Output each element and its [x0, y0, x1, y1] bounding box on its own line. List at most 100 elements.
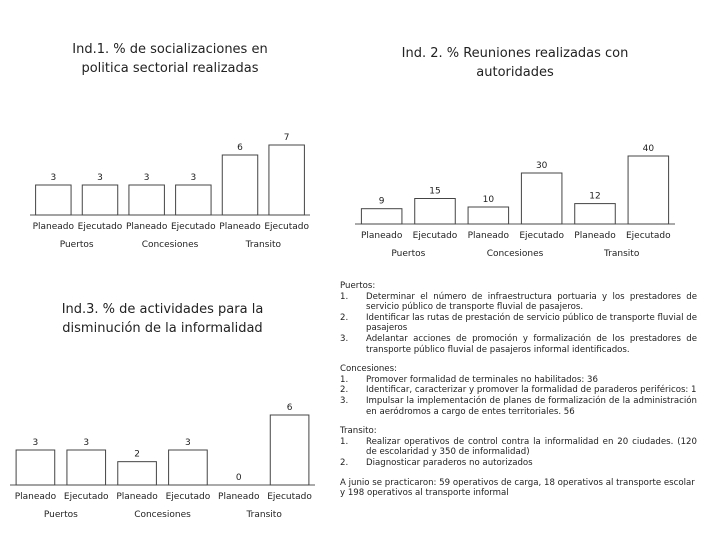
item-number: 1.	[340, 291, 349, 302]
value-label: 3	[97, 173, 103, 183]
item-text: Promover formalidad de terminales no hab…	[366, 374, 598, 385]
bar	[175, 184, 212, 216]
x-tick-label: Planeado	[126, 222, 168, 232]
x-tick-label: Ejecutado	[519, 231, 564, 241]
bar	[627, 155, 670, 225]
bar	[15, 449, 56, 486]
item-text: Diagnosticar paraderos no autorizados	[366, 457, 533, 468]
item-number: 1.	[340, 436, 349, 447]
value-label: 3	[83, 438, 89, 448]
value-label: 40	[643, 144, 655, 154]
group-label: Transito	[245, 240, 282, 250]
value-label: 30	[536, 161, 548, 171]
note-item: 1. Promover formalidad de terminales no h…	[340, 375, 697, 386]
x-tick-label: Planeado	[574, 231, 616, 241]
value-label: 15	[429, 187, 440, 197]
plot: 9 Planeado 15 Ejecutado 10 Planeado 30 Ejecutad…	[355, 144, 675, 259]
group-label: Concesiones	[142, 240, 199, 250]
item-number: 3.	[340, 395, 349, 406]
group-label: Puertos	[44, 510, 78, 520]
chart-title: Ind.3. % de actividades para la disminuc…	[61, 302, 264, 336]
value-label: 2	[134, 450, 140, 460]
x-tick-label: Planeado	[218, 492, 260, 502]
value-label: 3	[144, 173, 150, 183]
chart: Ind. 2. % Reuniones realizadas con autor…	[355, 44, 675, 264]
group-label: Concesiones	[134, 510, 191, 520]
note-section: Transito: 1. Realizar operativos de contro…	[340, 426, 697, 468]
x-tick-label: Planeado	[15, 492, 57, 502]
bar	[269, 414, 310, 486]
bar	[117, 461, 157, 486]
chart-title: Ind.1. % de socializaciones en politica …	[72, 42, 268, 76]
item-text: Determinar el número de infraestructura …	[366, 291, 697, 313]
bar	[574, 203, 616, 225]
x-tick-label: Planeado	[116, 492, 158, 502]
plot: 3 Planeado 3 Ejecutado 3 Planeado 3 Ejecutado 6 P…	[30, 133, 310, 250]
plot: 3 Planeado 3 Ejecutado 2 Planeado 3 Ejecutado 0 P…	[10, 403, 315, 520]
value-label: 6	[287, 403, 293, 413]
item-text: Identificar, caracterizar y promover la …	[366, 385, 697, 396]
value-label: 3	[185, 438, 191, 448]
note-item: 1. Determinar el número de infraestructur…	[340, 292, 697, 313]
bar	[520, 172, 563, 225]
group-label: Puertos	[60, 240, 94, 250]
note-item: 2. Identificar las rutas de prestación de…	[340, 313, 697, 334]
note-section: Concesiones: 1. Promover formalidad de ter…	[340, 364, 697, 417]
item-number: 2.	[340, 457, 349, 468]
item-number: 1.	[340, 374, 349, 385]
note-heading: Concesiones:	[340, 364, 397, 375]
note-heading: Transito:	[340, 426, 377, 437]
value-label: 3	[50, 173, 56, 183]
x-tick-label: Planeado	[468, 231, 510, 241]
item-text: Identificar las rutas de prestación de s…	[366, 312, 697, 334]
note-item: 1. Realizar operativos de control contra …	[340, 437, 697, 458]
note-item: 2. Diagnosticar paraderos no autorizados	[340, 458, 697, 469]
note-section: Puertos: 1. Determinar el número de infrae…	[340, 281, 697, 355]
note-item: 3. Adelantar acciones de promoción y form…	[340, 334, 697, 355]
note-item: 2. Identificar, caracterizar y promover l…	[340, 385, 697, 396]
chart: Ind.3. % de actividades para la disminuc…	[10, 300, 315, 525]
x-tick-label: Ejecutado	[78, 222, 123, 232]
x-tick-label: Ejecutado	[413, 231, 458, 241]
item-text: Impulsar la implementación de planes de …	[366, 395, 697, 417]
bar	[81, 184, 119, 216]
x-tick-label: Planeado	[219, 222, 261, 232]
x-tick-label: Planeado	[361, 231, 403, 241]
value-label: 12	[589, 192, 600, 202]
bar	[360, 208, 403, 225]
x-tick-label: Ejecutado	[267, 492, 312, 502]
bar	[467, 206, 510, 225]
x-tick-label: Ejecutado	[264, 222, 309, 232]
x-tick-label: Ejecutado	[64, 492, 109, 502]
item-number: 2.	[340, 385, 349, 396]
x-tick-label: Ejecutado	[626, 231, 671, 241]
note-item: 3. Impulsar la implementación de planes d…	[340, 396, 697, 417]
value-label: 3	[33, 438, 39, 448]
bar	[168, 449, 208, 486]
x-tick-label: Ejecutado	[171, 222, 216, 232]
note-heading: Puertos:	[340, 281, 376, 291]
x-tick-label: Ejecutado	[166, 492, 211, 502]
chart-title: Ind. 2. % Reuniones realizadas con autor…	[401, 46, 629, 80]
item-text: Adelantar acciones de promoción y formal…	[366, 333, 697, 355]
bar	[268, 144, 305, 216]
item-number: 3.	[340, 333, 349, 344]
bar	[414, 198, 456, 225]
bar	[221, 154, 259, 216]
x-tick-label: Planeado	[33, 222, 75, 232]
value-label: 0	[236, 473, 242, 483]
value-label: 10	[483, 195, 495, 205]
group-label: Transito	[246, 510, 283, 520]
value-label: 3	[190, 173, 196, 183]
group-label: Puertos	[391, 249, 425, 259]
item-number: 2.	[340, 312, 349, 323]
bar	[128, 184, 165, 216]
value-label: 6	[237, 143, 243, 153]
notes: Puertos: 1. Determinar el número de infrae…	[340, 281, 697, 499]
group-label: Concesiones	[487, 249, 544, 259]
group-label: Transito	[603, 249, 640, 259]
bar	[35, 184, 72, 216]
value-label: 9	[379, 197, 385, 207]
item-text: Realizar operativos de control contra la…	[366, 436, 697, 458]
